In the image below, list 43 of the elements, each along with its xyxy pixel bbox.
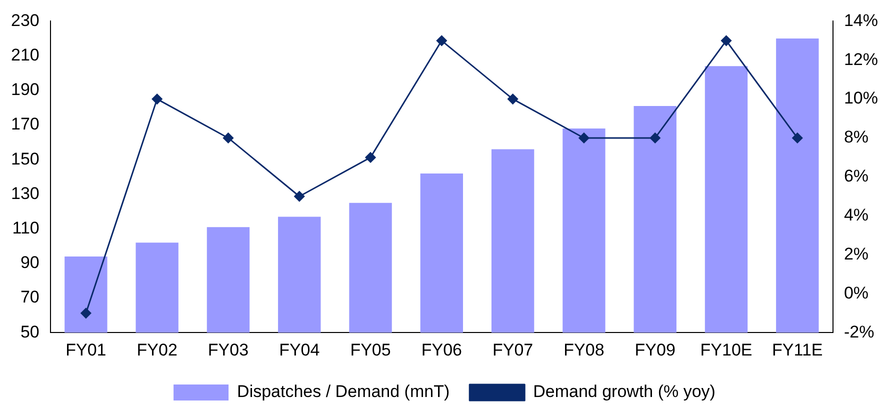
y-tick-label: 130 (10, 184, 40, 203)
point (650, 132, 660, 144)
y-tick-label: 190 (10, 80, 40, 100)
x-tick-label: FY01 (66, 340, 106, 360)
x-tick-label: FY09 (634, 340, 676, 360)
y2-tick-label: 2% (844, 244, 869, 264)
x-tick-label: FY07 (492, 340, 534, 360)
y-tick-label: 150 (10, 149, 40, 168)
y-tick-label: 230 (10, 10, 40, 30)
point (578, 132, 590, 144)
point (222, 132, 234, 144)
legend-label: Demand growth (% yoy) (533, 382, 716, 402)
y2-tick-label: -2% (844, 322, 874, 342)
legend-label: Dispatches / Demand (mnT) (237, 382, 450, 402)
y2-tick-label: 10% (844, 88, 878, 108)
y2-tick-label: 12% (844, 50, 878, 69)
y-tick-label: 50 (20, 322, 40, 342)
point (294, 191, 305, 202)
y2-tick-label: 14% (844, 10, 878, 30)
point (436, 35, 447, 46)
y2-tick-label: 4% (844, 206, 869, 225)
y-tick-label: 110 (12, 218, 40, 238)
y2-tick-label: 8% (844, 128, 869, 147)
point (792, 132, 803, 144)
y-tick-label: 170 (10, 114, 40, 134)
x-tick-label: FY11E (772, 340, 823, 360)
x-tick-label: FY02 (136, 340, 178, 360)
point (152, 94, 162, 104)
x-tick-label: FY05 (350, 340, 391, 360)
x-tick-label: FY08 (564, 340, 604, 360)
y-tick-label: 210 (10, 45, 40, 64)
y-tick-label: 70 (20, 288, 40, 307)
x-tick-label: FY03 (208, 340, 249, 360)
y2-tick-label: 0% (844, 283, 869, 302)
y2-tick-label: 6% (844, 166, 869, 186)
x-tick-label: FY04 (279, 340, 320, 360)
point (721, 35, 732, 46)
x-tick-label: FY06 (421, 340, 462, 360)
point (508, 94, 518, 104)
x-tick-label: FY10E (700, 340, 752, 360)
point (80, 308, 92, 318)
y-tick-label: 90 (20, 253, 40, 272)
point (365, 152, 376, 163)
